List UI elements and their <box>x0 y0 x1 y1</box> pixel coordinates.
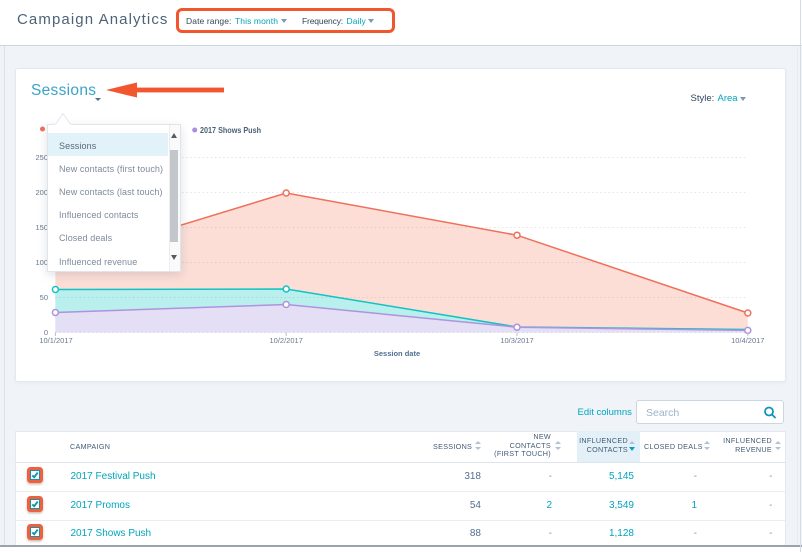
svg-text:10/3/2017: 10/3/2017 <box>500 336 533 345</box>
svg-text:10/1/2017: 10/1/2017 <box>39 336 72 345</box>
svg-text:10/2/2017: 10/2/2017 <box>270 336 303 345</box>
svg-text:0: 0 <box>44 328 48 337</box>
svg-text:200: 200 <box>35 188 48 197</box>
svg-text:250: 250 <box>35 153 48 162</box>
svg-text:150: 150 <box>35 223 48 232</box>
svg-text:100: 100 <box>35 258 48 267</box>
svg-text:10/4/2017: 10/4/2017 <box>731 336 764 345</box>
svg-text:2017 Shows Push: 2017 Shows Push <box>200 125 261 135</box>
svg-text:50: 50 <box>40 293 48 302</box>
svg-text:Session date: Session date <box>374 349 420 358</box>
